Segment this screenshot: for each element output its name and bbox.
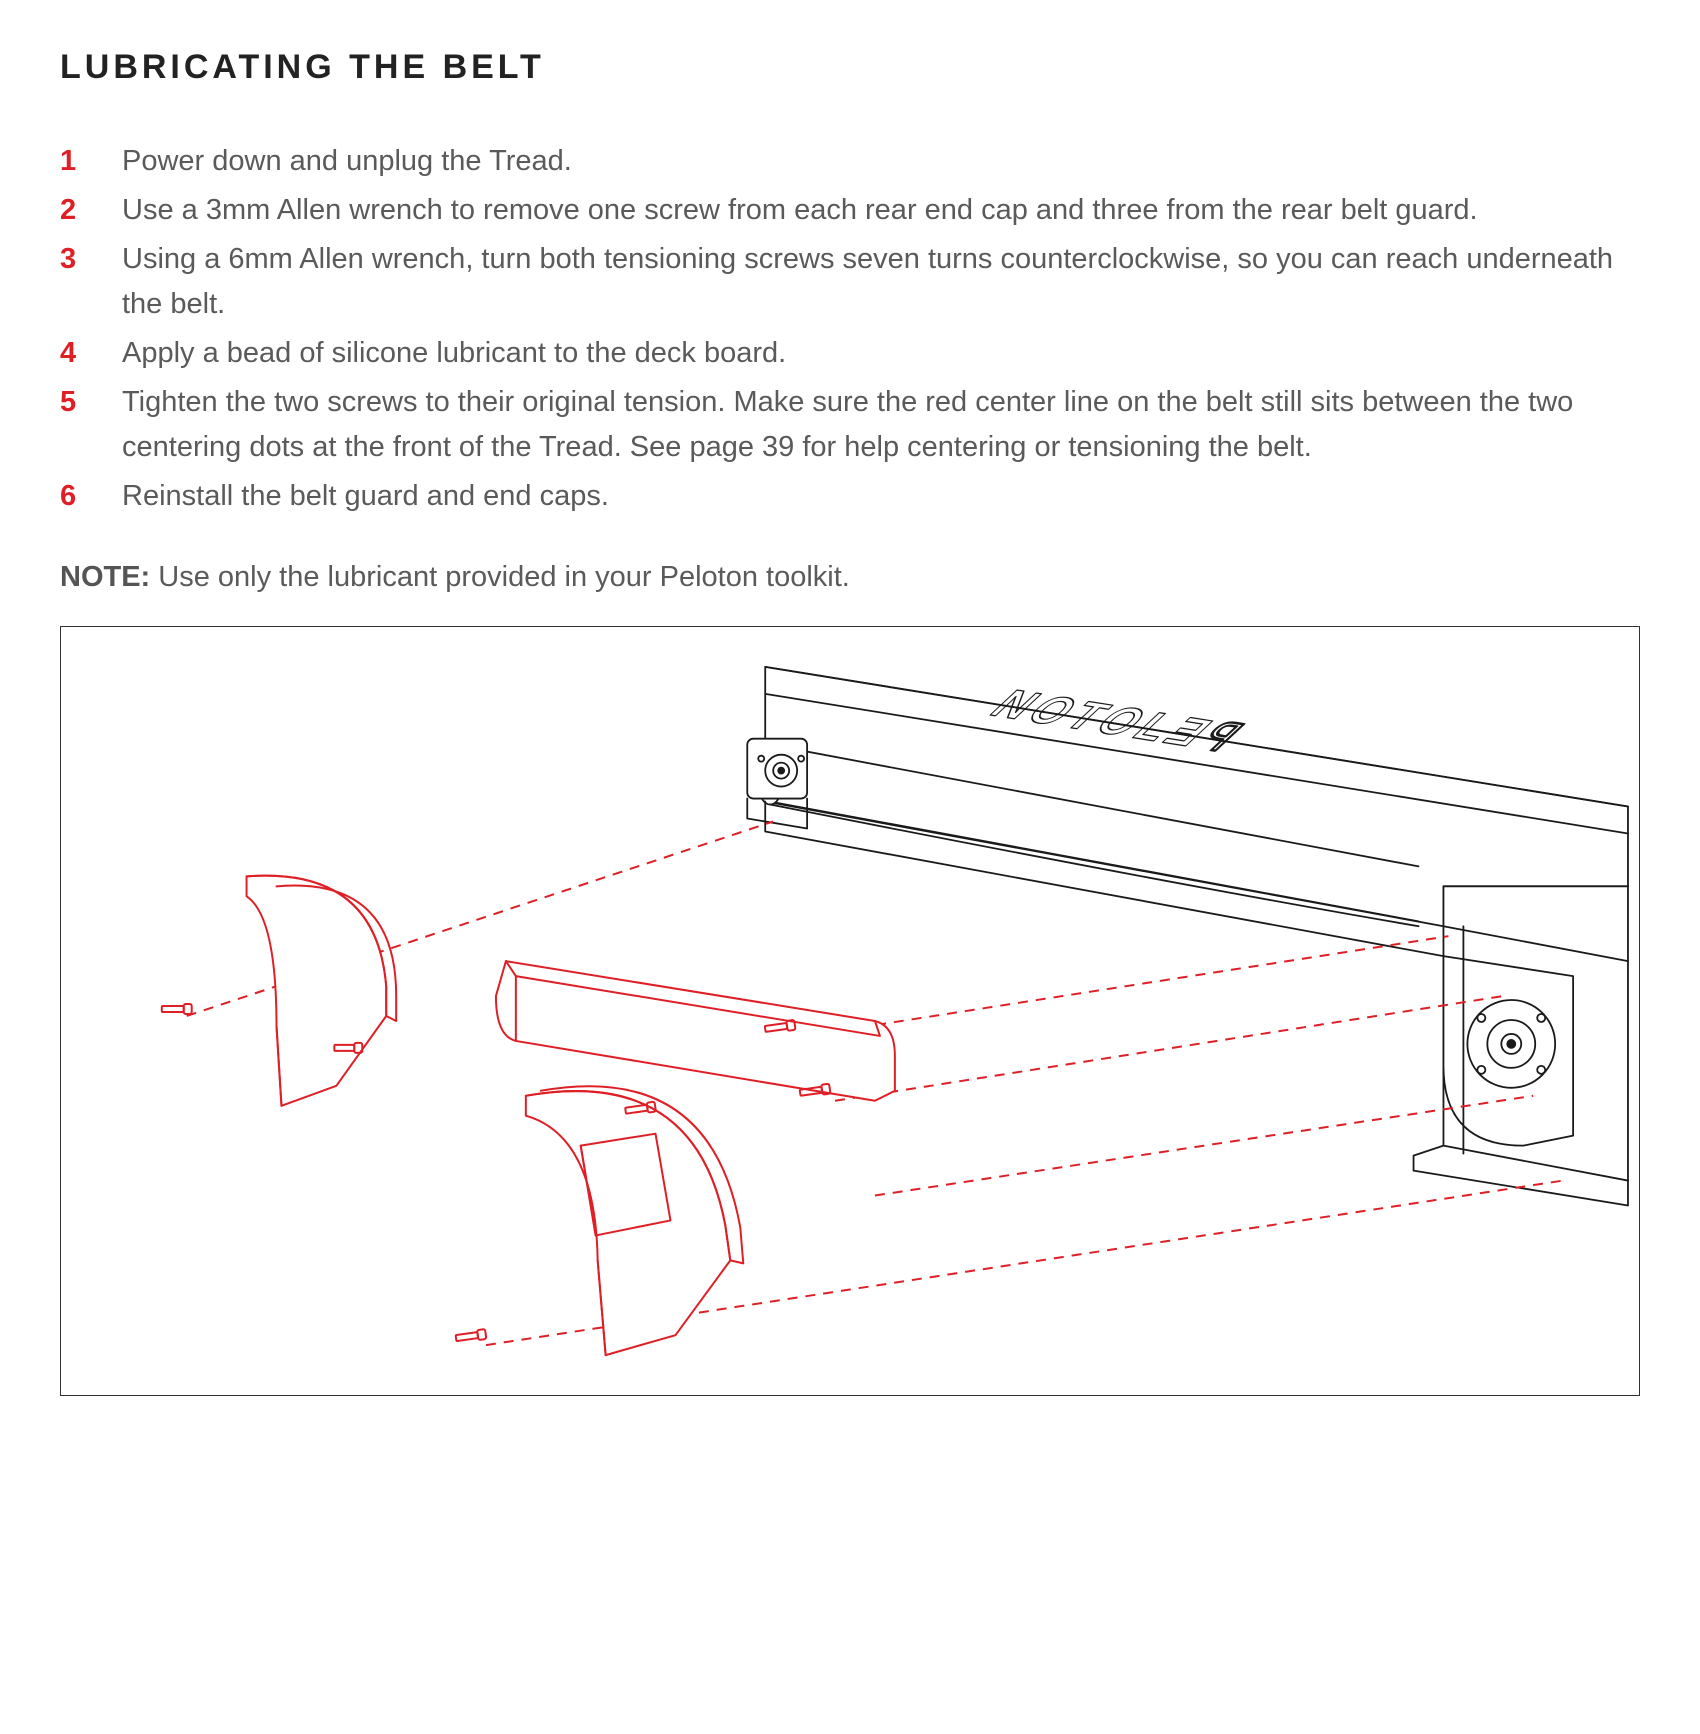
- left-end-cap: [247, 875, 397, 1105]
- step-item: Reinstall the belt guard and end caps.: [60, 474, 1640, 519]
- step-item: Power down and unplug the Tread.: [60, 139, 1640, 184]
- steps-list: Power down and unplug the Tread. Use a 3…: [60, 139, 1640, 519]
- diagram-svg: NOTOLƎꟼ: [61, 627, 1639, 1395]
- page-title: LUBRICATING THE BELT: [60, 48, 1640, 87]
- step-item: Apply a bead of silicone lubricant to th…: [60, 331, 1640, 376]
- treadmill-body: NOTOLƎꟼ: [747, 666, 1628, 1205]
- belt-guard: [496, 961, 895, 1101]
- right-end-cap: [526, 1086, 743, 1355]
- screw-icon: [162, 1004, 192, 1014]
- step-item: Tighten the two screws to their original…: [60, 380, 1640, 470]
- step-item: Use a 3mm Allen wrench to remove one scr…: [60, 188, 1640, 233]
- screw-icon: [455, 1329, 486, 1343]
- step-item: Using a 6mm Allen wrench, turn both tens…: [60, 237, 1640, 327]
- assembly-diagram: NOTOLƎꟼ: [60, 626, 1640, 1396]
- note-text: Use only the lubricant provided in your …: [158, 561, 850, 593]
- note-label: NOTE:: [60, 561, 150, 593]
- note: NOTE: Use only the lubricant provided in…: [60, 561, 1640, 594]
